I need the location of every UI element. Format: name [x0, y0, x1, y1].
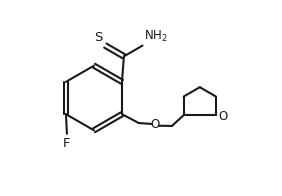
Text: O: O: [151, 118, 160, 132]
Text: S: S: [94, 31, 103, 44]
Text: O: O: [218, 110, 228, 123]
Text: F: F: [63, 137, 71, 150]
Text: NH$_2$: NH$_2$: [144, 28, 168, 44]
